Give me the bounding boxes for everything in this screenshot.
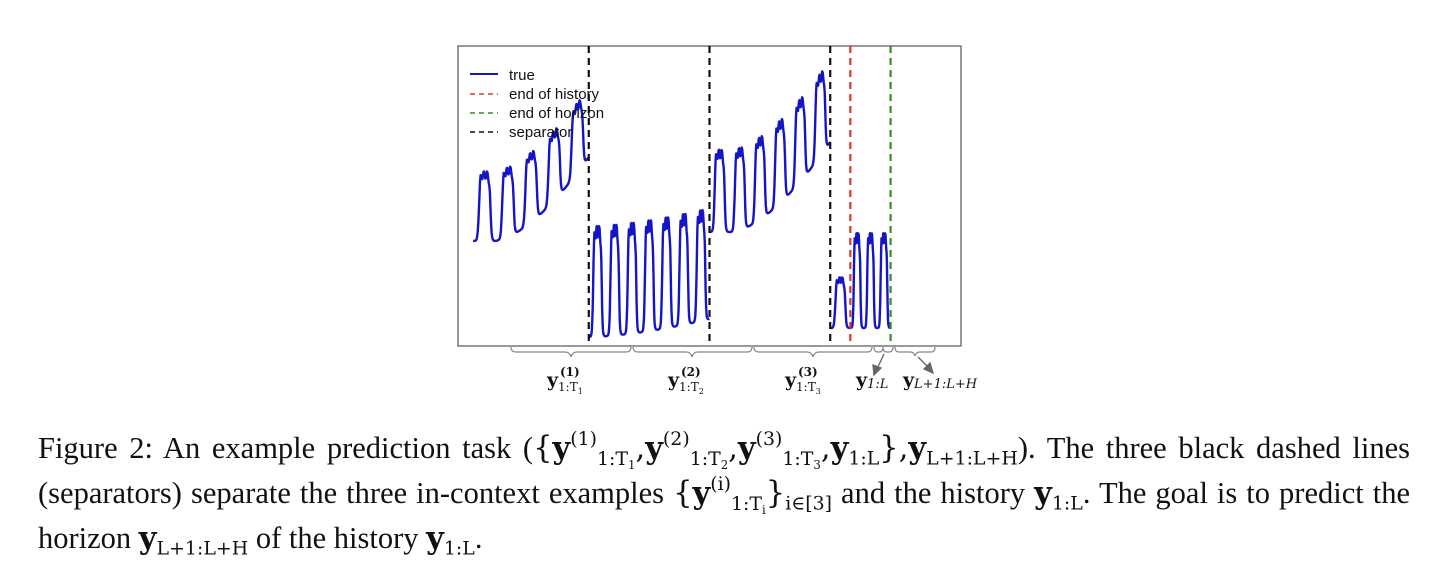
- caption-text-5: of the history: [255, 521, 419, 555]
- caption-math-horizon: yL+1:L+H: [138, 520, 249, 560]
- caption-math-examples: {y(i)1:Ti}i∈[3]: [673, 472, 833, 517]
- brace-example-3: [753, 346, 873, 358]
- label-example-2: y1:T2: [667, 369, 704, 396]
- legend-label-separator: separator: [509, 124, 572, 141]
- figure-chart: true end of history end of horizon separ…: [457, 45, 978, 396]
- segment-braces: [510, 346, 936, 358]
- brace-example-1: [510, 346, 632, 358]
- label-example-1-sup: (1): [560, 365, 580, 379]
- annotation-arrows: [872, 353, 935, 377]
- arrow-horizon-head: [922, 361, 935, 375]
- arrow-history-head: [872, 364, 883, 377]
- label-example-3-sup: (3): [798, 365, 818, 379]
- brace-history: [873, 346, 894, 353]
- legend-label-end-of-history: end of history: [509, 86, 600, 103]
- label-example-2-sup: (2): [681, 365, 701, 379]
- figure-caption: Figure 2: An example prediction task ({y…: [38, 426, 1410, 561]
- brace-example-2: [632, 346, 753, 358]
- legend-label-true: true: [509, 67, 535, 84]
- caption-text-4: . The goal is to predict the horizon: [38, 476, 1411, 555]
- caption-text-2: ). The three black dashed lines (separat…: [38, 431, 1410, 510]
- label-horizon: yL+1:L+H: [902, 369, 978, 392]
- vline-layer: [587, 46, 892, 346]
- series-line-example-3: [708, 70, 832, 234]
- label-example-3: y1:T3: [784, 369, 821, 396]
- caption-text-1: An example prediction task (: [162, 431, 534, 465]
- caption-math-history-2: y1:L: [426, 520, 475, 560]
- series-line-example-1: [472, 99, 590, 243]
- series-line-history: [829, 276, 851, 330]
- series-layer: [472, 70, 892, 339]
- series-line-example-2: [588, 208, 711, 339]
- label-example-1: y1:T1: [546, 369, 583, 396]
- caption-label: Figure 2:: [38, 431, 153, 465]
- legend: true end of history end of horizon separ…: [470, 67, 604, 141]
- caption-period: .: [474, 521, 483, 555]
- caption-math-history: y1:L: [1034, 475, 1083, 515]
- legend-label-end-of-horizon: end of horizon: [509, 105, 604, 122]
- segment-labels: y1:T1 (1) y1:T2 (2) y1:T3 (3) y1:L yL+1:…: [546, 365, 978, 396]
- series-line-horizon: [849, 231, 892, 330]
- brace-horizon: [894, 346, 936, 357]
- label-history: y1:L: [855, 369, 888, 392]
- caption-math-task: {y(1)1:T1,y(2)1:T2,y(3)1:T3,y1:L},yL+1:L…: [533, 427, 1018, 472]
- caption-text-3: and the history: [841, 476, 1026, 510]
